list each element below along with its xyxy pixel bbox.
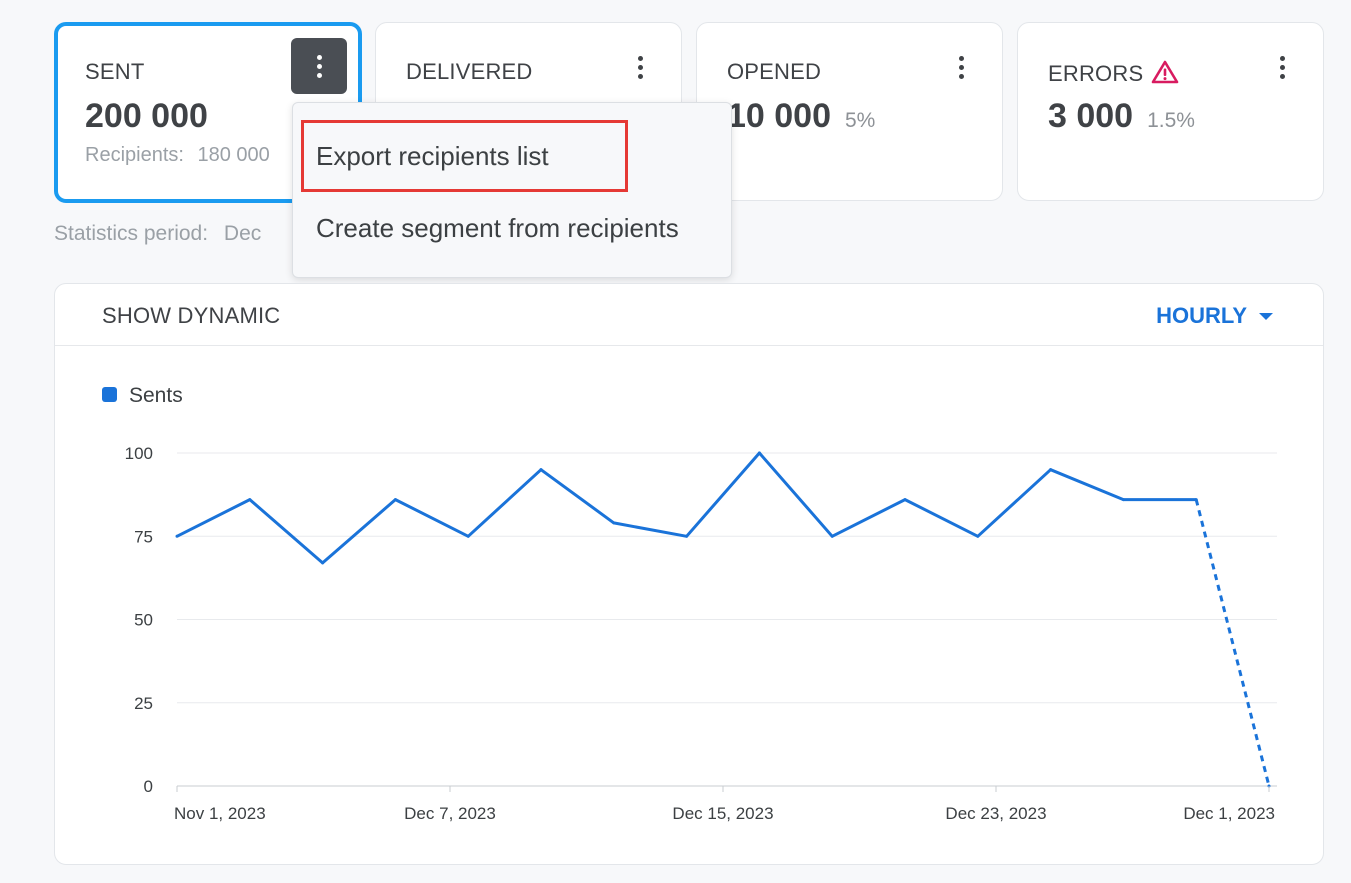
data-point — [612, 521, 616, 525]
data-point — [685, 534, 689, 538]
kebab-icon — [316, 54, 322, 78]
statistics-period-value: Dec — [223, 222, 262, 245]
data-point — [976, 534, 980, 538]
y-tick-label: 50 — [134, 611, 153, 630]
warning-triangle-icon — [1152, 60, 1179, 84]
opened-card[interactable]: OPENED 10 000 5% — [696, 22, 1003, 201]
opened-pct: 5% — [845, 109, 876, 132]
errors-value: 3 000 — [1048, 97, 1134, 135]
data-point — [830, 534, 834, 538]
x-tick-label: Dec 23, 2023 — [945, 804, 1046, 823]
delivered-card-menu-button[interactable] — [612, 39, 668, 95]
x-tick-label: Dec 15, 2023 — [672, 804, 773, 823]
menu-item-export-recipients[interactable]: Export recipients list — [316, 141, 549, 171]
interval-label: HOURLY — [1156, 303, 1247, 328]
delivered-card-title: DELIVERED — [406, 59, 533, 84]
errors-pct: 1.5% — [1147, 109, 1195, 132]
interval-dropdown[interactable]: HOURLY — [1156, 303, 1273, 329]
data-point — [903, 498, 907, 502]
sent-card-recipients: Recipients: 180 000 — [85, 144, 291, 167]
series-line-sents — [176, 451, 1197, 565]
chevron-down-icon — [1259, 312, 1273, 320]
errors-card[interactable]: ERRORS 3 000 1.5% — [1017, 22, 1324, 201]
opened-card-title: OPENED — [727, 59, 822, 84]
errors-card-title: ERRORS — [1048, 59, 1179, 87]
data-point — [757, 451, 761, 455]
data-point — [466, 534, 470, 538]
y-tick-label: 75 — [134, 527, 153, 546]
sents-line-chart: Sents 100 75 50 25 0 Nov 1, 2023 Dec 7, 2023 Dec… — [102, 384, 1277, 823]
x-tick-label: Dec 1, 2023 — [1183, 804, 1275, 823]
card-actions-menu: Export recipients list Create segment fr… — [292, 102, 732, 278]
opened-value: 10 000 — [727, 97, 831, 135]
panel-title: SHOW DYNAMIC — [102, 303, 281, 328]
y-tick-label: 100 — [125, 444, 153, 463]
statistics-period-label: Statistics period: — [54, 222, 209, 245]
sent-card-value: 200 000 — [85, 97, 208, 135]
dynamic-panel: SHOW DYNAMIC HOURLY Sents 100 75 50 25 0 Nov 1… — [54, 283, 1324, 865]
x-tick-label: Dec 7, 2023 — [404, 804, 496, 823]
kebab-icon — [637, 55, 643, 79]
errors-card-value: 3 000 1.5% — [1048, 97, 1195, 136]
menu-item-highlight — [301, 120, 628, 192]
x-tick-label: Nov 1, 2023 — [174, 804, 266, 823]
data-point — [175, 534, 179, 538]
opened-card-value: 10 000 5% — [727, 97, 875, 136]
data-point — [1121, 498, 1125, 502]
data-point — [1194, 498, 1198, 502]
data-point — [539, 468, 543, 472]
opened-card-menu-button[interactable] — [933, 39, 989, 95]
legend-label: Sents — [129, 384, 183, 407]
sent-card-menu-button[interactable] — [291, 38, 347, 94]
errors-card-menu-button[interactable] — [1254, 39, 1310, 95]
sent-card-title: SENT — [85, 59, 145, 84]
panel-header: SHOW DYNAMIC HOURLY — [55, 284, 1323, 346]
recipients-label: Recipients: — [85, 144, 184, 166]
data-point — [321, 561, 325, 565]
series-line-sents-projected — [1194, 499, 1271, 787]
data-point — [393, 498, 397, 502]
kebab-icon — [958, 55, 964, 79]
statistics-period: Statistics period: Dec — [54, 222, 261, 246]
errors-title-text: ERRORS — [1048, 61, 1144, 86]
recipients-value: 180 000 — [197, 144, 270, 166]
legend-swatch — [102, 387, 117, 402]
data-point — [248, 498, 252, 502]
y-tick-label: 25 — [134, 694, 153, 713]
kebab-icon — [1279, 55, 1285, 79]
menu-item-create-segment[interactable]: Create segment from recipients — [316, 213, 679, 243]
y-tick-label: 0 — [144, 777, 153, 796]
data-point — [1049, 468, 1053, 472]
